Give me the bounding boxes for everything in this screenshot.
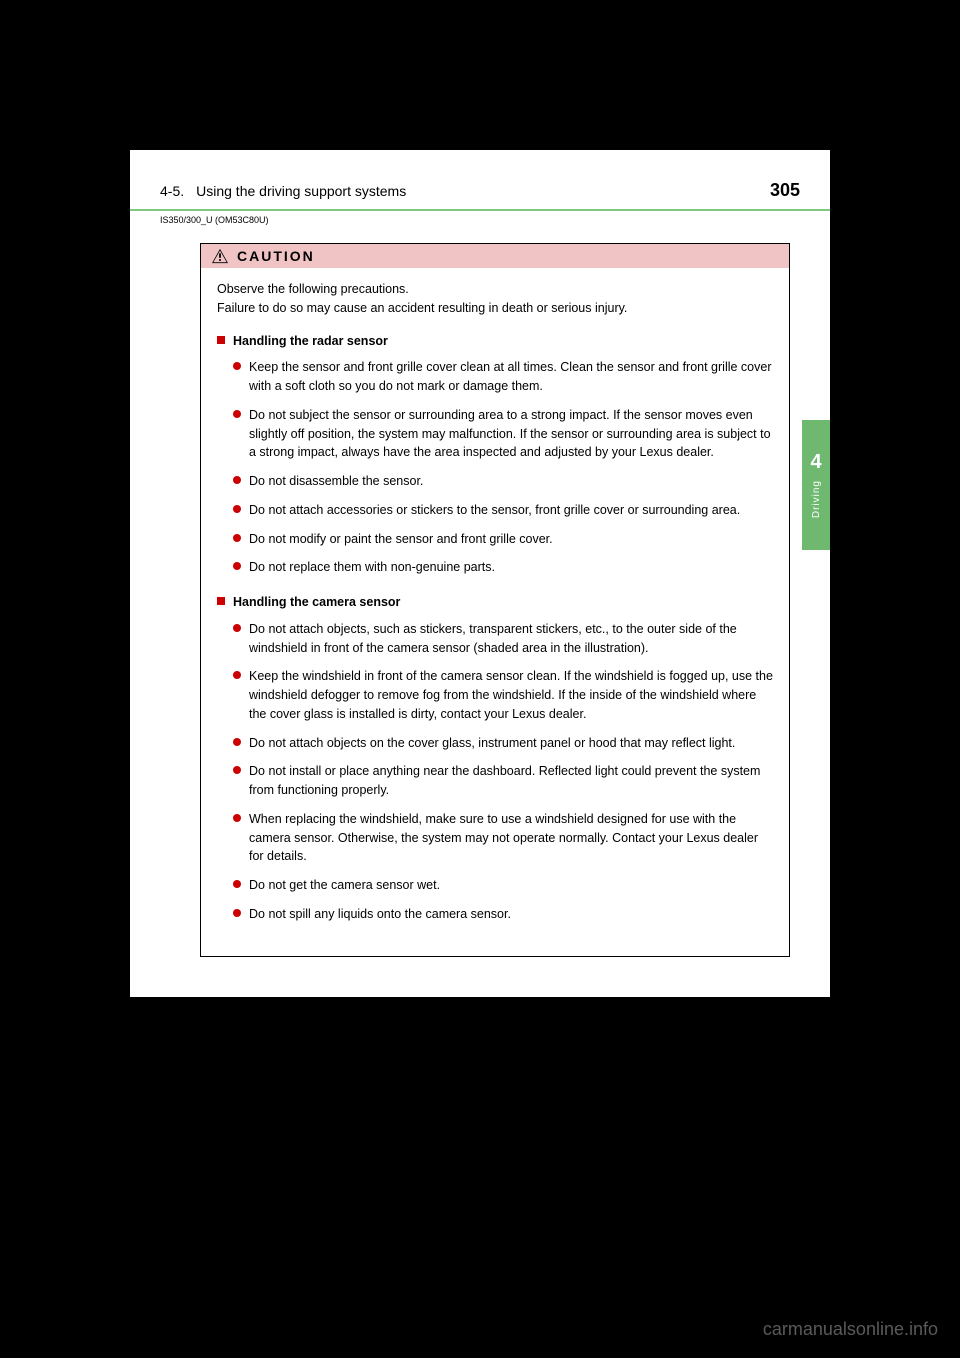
round-bullet-icon (233, 814, 241, 822)
round-bullet-icon (233, 766, 241, 774)
chapter-number: 4 (810, 451, 821, 474)
square-bullet-icon (217, 597, 225, 605)
round-bullet-icon (233, 505, 241, 513)
caution-section: Handling the radar sensor Keep the senso… (217, 332, 773, 578)
caution-box: CAUTION Observe the following precaution… (200, 243, 790, 957)
bullet-item: Keep the windshield in front of the came… (233, 667, 773, 723)
round-bullet-icon (233, 909, 241, 917)
manual-page: 4-5. Using the driving support systems 3… (130, 150, 830, 997)
bullet-item: Keep the sensor and front grille cover c… (233, 358, 773, 396)
caution-header: CAUTION (201, 244, 789, 268)
bullet-item: Do not modify or paint the sensor and fr… (233, 530, 773, 549)
bullet-text: Keep the sensor and front grille cover c… (249, 358, 773, 396)
round-bullet-icon (233, 738, 241, 746)
bullet-item: Do not disassemble the sensor. (233, 472, 773, 491)
round-bullet-icon (233, 624, 241, 632)
caution-label: CAUTION (237, 248, 315, 264)
bullet-text: Do not attach objects on the cover glass… (249, 734, 773, 753)
square-bullet-icon (217, 336, 225, 344)
chapter-label: Driving (811, 480, 822, 518)
bullet-text: Do not disassemble the sensor. (249, 472, 773, 491)
warning-triangle-icon (211, 248, 229, 264)
bullet-text: Keep the windshield in front of the came… (249, 667, 773, 723)
bullet-item: Do not get the camera sensor wet. (233, 876, 773, 895)
bullet-item: Do not subject the sensor or surrounding… (233, 406, 773, 462)
bullet-text: Do not install or place anything near th… (249, 762, 773, 800)
round-bullet-icon (233, 362, 241, 370)
bullet-text: Do not spill any liquids onto the camera… (249, 905, 773, 924)
page-header: 4-5. Using the driving support systems 3… (130, 180, 830, 211)
round-bullet-icon (233, 562, 241, 570)
round-bullet-icon (233, 410, 241, 418)
section-heading: Handling the camera sensor (217, 593, 773, 612)
bullet-text: When replacing the windshield, make sure… (249, 810, 773, 866)
bullet-item: When replacing the windshield, make sure… (233, 810, 773, 866)
section-title: Using the driving support systems (196, 183, 758, 199)
bullet-text: Do not attach accessories or stickers to… (249, 501, 773, 520)
caution-intro: Observe the following precautions. Failu… (217, 280, 773, 318)
side-chapter-tab: 4 Driving (802, 420, 830, 550)
section-number: 4-5. (160, 183, 184, 199)
bullet-item: Do not attach objects, such as stickers,… (233, 620, 773, 658)
round-bullet-icon (233, 534, 241, 542)
bullet-item: Do not install or place anything near th… (233, 762, 773, 800)
bullet-text: Do not attach objects, such as stickers,… (249, 620, 773, 658)
section-heading-text: Handling the camera sensor (233, 593, 400, 612)
caution-section: Handling the camera sensor Do not attach… (217, 593, 773, 924)
bullet-text: Do not subject the sensor or surrounding… (249, 406, 773, 462)
page-number: 305 (770, 180, 800, 201)
round-bullet-icon (233, 671, 241, 679)
round-bullet-icon (233, 476, 241, 484)
watermark-text: carmanualsonline.info (763, 1319, 938, 1340)
section-heading: Handling the radar sensor (217, 332, 773, 351)
doc-code: IS350/300_U (OM53C80U) (130, 215, 830, 225)
round-bullet-icon (233, 880, 241, 888)
caution-body: Observe the following precautions. Failu… (201, 268, 789, 956)
bullet-text: Do not modify or paint the sensor and fr… (249, 530, 773, 549)
section-heading-text: Handling the radar sensor (233, 332, 388, 351)
bullet-text: Do not get the camera sensor wet. (249, 876, 773, 895)
bullet-item: Do not replace them with non-genuine par… (233, 558, 773, 577)
bullet-item: Do not attach objects on the cover glass… (233, 734, 773, 753)
bullet-item: Do not attach accessories or stickers to… (233, 501, 773, 520)
bullet-item: Do not spill any liquids onto the camera… (233, 905, 773, 924)
bullet-text: Do not replace them with non-genuine par… (249, 558, 773, 577)
